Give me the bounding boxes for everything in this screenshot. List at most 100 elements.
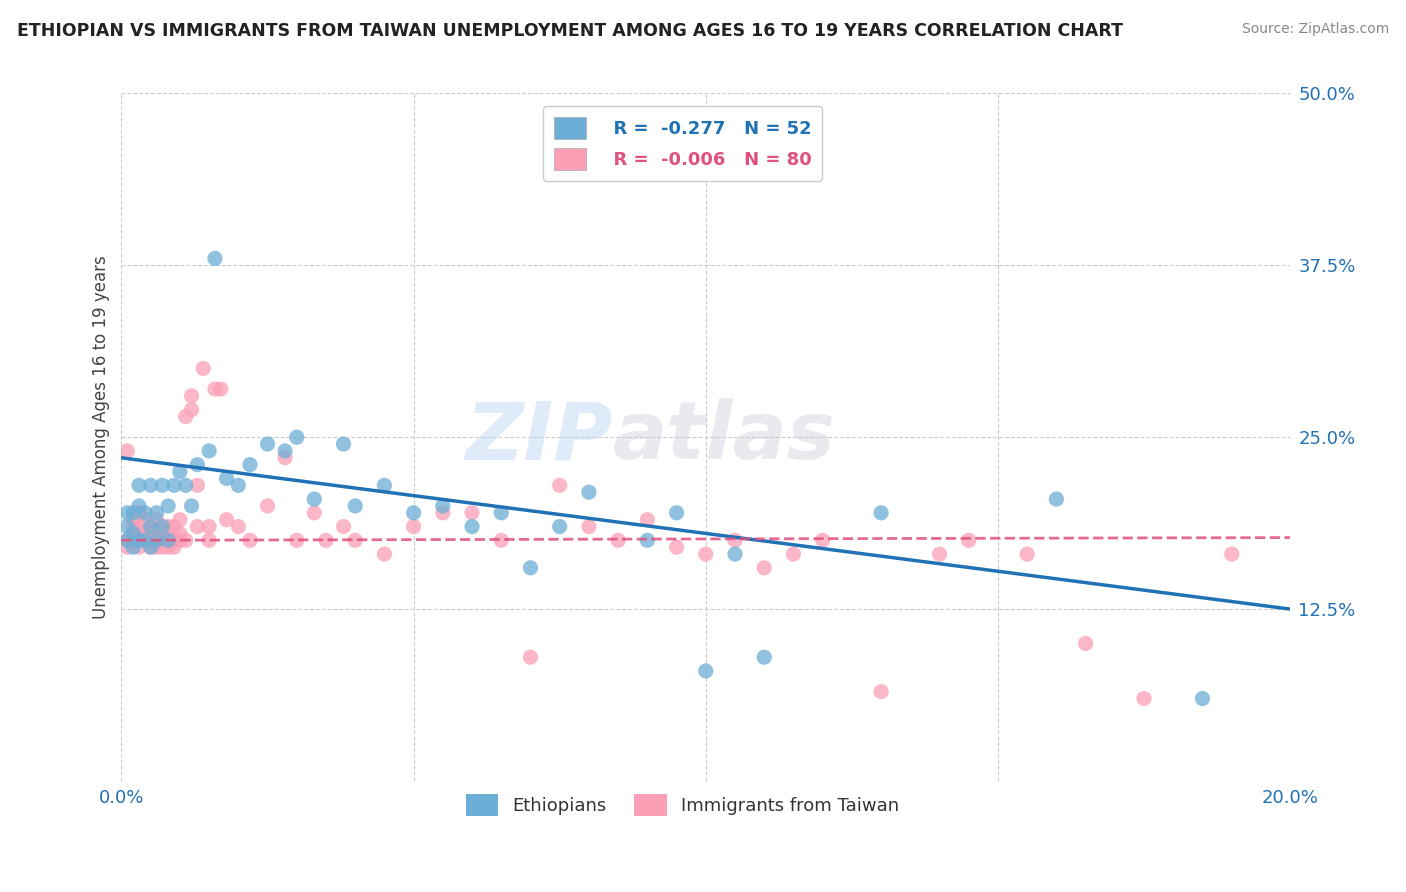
Point — [128, 506, 150, 520]
Point — [174, 533, 197, 548]
Point — [344, 499, 367, 513]
Point — [239, 533, 262, 548]
Point — [186, 478, 208, 492]
Point — [285, 533, 308, 548]
Point — [134, 526, 156, 541]
Point — [174, 409, 197, 424]
Point — [150, 526, 173, 541]
Text: Source: ZipAtlas.com: Source: ZipAtlas.com — [1241, 22, 1389, 37]
Point — [174, 478, 197, 492]
Point — [1220, 547, 1243, 561]
Point — [169, 533, 191, 548]
Point — [204, 382, 226, 396]
Point — [139, 540, 162, 554]
Point — [139, 478, 162, 492]
Point — [157, 533, 180, 548]
Point — [180, 389, 202, 403]
Point — [186, 458, 208, 472]
Point — [373, 547, 395, 561]
Point — [695, 547, 717, 561]
Point — [139, 540, 162, 554]
Point — [134, 533, 156, 548]
Point — [150, 519, 173, 533]
Point — [180, 402, 202, 417]
Point — [169, 526, 191, 541]
Point — [186, 519, 208, 533]
Point — [870, 684, 893, 698]
Point — [432, 506, 454, 520]
Point — [695, 664, 717, 678]
Point — [150, 533, 173, 548]
Text: atlas: atlas — [612, 398, 835, 476]
Point — [461, 506, 484, 520]
Point — [128, 540, 150, 554]
Point — [373, 478, 395, 492]
Point — [128, 499, 150, 513]
Point — [519, 650, 541, 665]
Point — [432, 499, 454, 513]
Point — [145, 506, 167, 520]
Point — [665, 506, 688, 520]
Point — [128, 478, 150, 492]
Point — [239, 458, 262, 472]
Point — [163, 519, 186, 533]
Point — [117, 533, 139, 548]
Point — [193, 361, 215, 376]
Point — [578, 519, 600, 533]
Point — [636, 533, 658, 548]
Point — [215, 471, 238, 485]
Point — [122, 519, 145, 533]
Point — [134, 533, 156, 548]
Point — [491, 506, 513, 520]
Point — [128, 519, 150, 533]
Point — [226, 519, 249, 533]
Point — [163, 540, 186, 554]
Point — [128, 526, 150, 541]
Legend: Ethiopians, Immigrants from Taiwan: Ethiopians, Immigrants from Taiwan — [458, 787, 907, 823]
Point — [256, 499, 278, 513]
Point — [402, 519, 425, 533]
Point — [304, 506, 326, 520]
Point — [724, 547, 747, 561]
Point — [163, 478, 186, 492]
Point — [198, 533, 221, 548]
Y-axis label: Unemployment Among Ages 16 to 19 years: Unemployment Among Ages 16 to 19 years — [93, 255, 110, 619]
Point — [180, 499, 202, 513]
Point — [811, 533, 834, 548]
Point — [163, 533, 186, 548]
Point — [198, 444, 221, 458]
Point — [636, 513, 658, 527]
Text: ZIP: ZIP — [465, 398, 612, 476]
Point — [122, 506, 145, 520]
Point — [226, 478, 249, 492]
Point — [957, 533, 980, 548]
Point — [402, 506, 425, 520]
Point — [145, 513, 167, 527]
Point — [145, 533, 167, 548]
Point — [122, 533, 145, 548]
Point — [117, 533, 139, 548]
Point — [117, 519, 139, 533]
Point — [304, 491, 326, 506]
Point — [1017, 547, 1039, 561]
Point — [285, 430, 308, 444]
Point — [548, 519, 571, 533]
Point — [122, 526, 145, 541]
Point — [128, 533, 150, 548]
Point — [724, 533, 747, 548]
Point — [134, 506, 156, 520]
Point — [256, 437, 278, 451]
Point — [145, 533, 167, 548]
Point — [157, 540, 180, 554]
Point — [928, 547, 950, 561]
Point — [209, 382, 232, 396]
Point — [117, 506, 139, 520]
Point — [332, 437, 354, 451]
Point — [754, 561, 776, 575]
Point — [332, 519, 354, 533]
Point — [782, 547, 804, 561]
Point — [665, 540, 688, 554]
Point — [122, 526, 145, 541]
Point — [198, 519, 221, 533]
Point — [145, 540, 167, 554]
